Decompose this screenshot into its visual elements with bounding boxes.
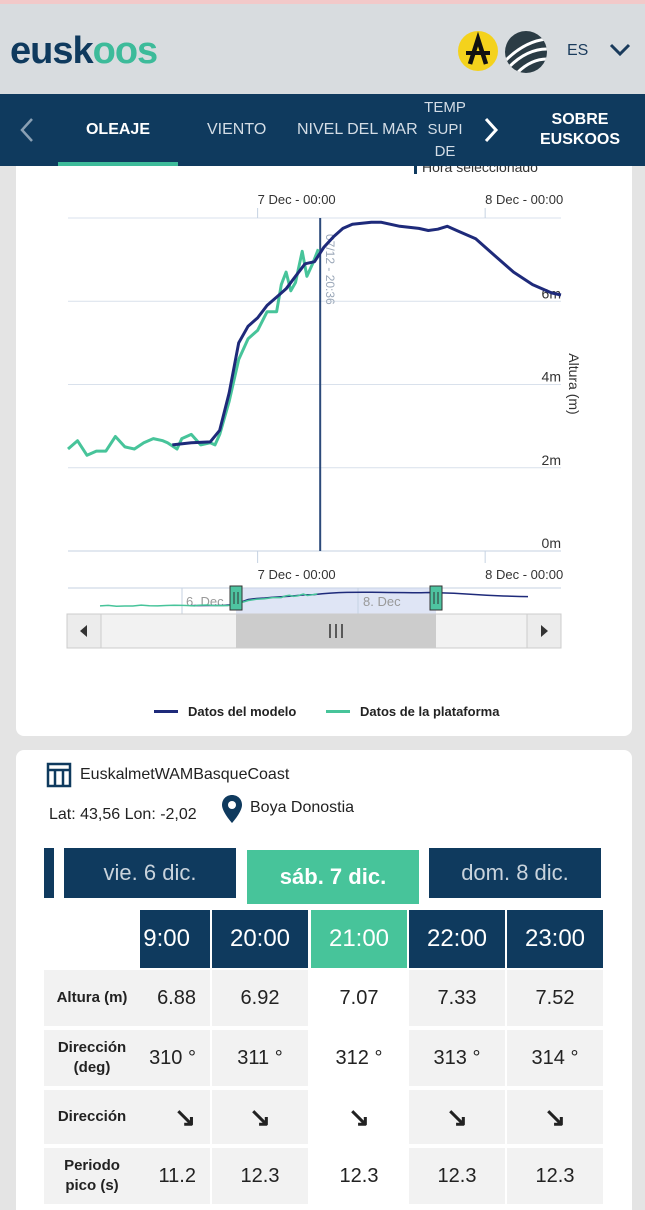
x-tick-label-bottom: 7 Dec - 00:00 xyxy=(258,567,336,582)
scroll-left-icon xyxy=(80,625,87,637)
table-cell: 311 ° xyxy=(212,1030,308,1086)
row-label-line: Dirección xyxy=(57,1039,127,1056)
scroll-right-icon xyxy=(541,625,548,637)
table-icon xyxy=(46,762,72,788)
top-strip xyxy=(0,0,645,4)
table-cell: 12.3 xyxy=(212,1148,308,1204)
day-tab[interactable]: dom. 8 dic. xyxy=(429,848,601,898)
row-label: Dirección (deg) xyxy=(44,1030,140,1086)
direction-arrow-icon: ↘ xyxy=(311,1090,407,1144)
table-cell: 7.07 xyxy=(311,970,407,1026)
hour-header[interactable]: 20:00 xyxy=(212,910,308,968)
series-line-modelo xyxy=(172,220,562,447)
row-label: Dirección xyxy=(44,1090,140,1144)
forecast-table-card: EuskalmetWAMBasqueCoast Lat: 43,56 Lon: … xyxy=(16,750,632,1210)
navigator-line-plataforma xyxy=(99,593,318,608)
table-cell: 312 ° xyxy=(311,1030,407,1086)
row-label: Periodo pico (s) xyxy=(44,1148,140,1204)
legend-swatch-modelo xyxy=(154,710,178,713)
hour-header[interactable]: 22:00 xyxy=(409,910,505,968)
tab-nivel-del-mar[interactable]: NIVEL DEL MAR xyxy=(297,121,417,138)
table-cell: 6.92 xyxy=(212,970,308,1026)
hour-header[interactable]: 9:00 xyxy=(140,910,210,968)
row-label-line: (deg) xyxy=(73,1059,111,1076)
legend-modelo[interactable]: Datos del modelo xyxy=(154,704,296,719)
row-label-line: Altura (m) xyxy=(56,989,128,1006)
legend-swatch-plataforma xyxy=(326,710,350,713)
day-tab-selected[interactable]: sáb. 7 dic. xyxy=(247,850,419,904)
table-cell: 7.52 xyxy=(507,970,603,1026)
selected-time-label: 07/12 - 20:36 xyxy=(323,234,337,305)
table-cell: 12.3 xyxy=(409,1148,505,1204)
table-cell: 12.3 xyxy=(311,1148,407,1204)
nav-prev-icon[interactable] xyxy=(12,94,42,166)
tab-temp-line: DE xyxy=(434,143,456,160)
legend-label: Datos de la plataforma xyxy=(360,704,500,719)
row-label: Altura (m) xyxy=(44,970,140,1026)
x-tick-label-bottom: 8 Dec - 00:00 xyxy=(485,567,563,582)
series-line-plataforma xyxy=(67,248,320,457)
table-cell: 310 ° xyxy=(140,1030,210,1086)
tab-temp-line: SUPI xyxy=(427,121,463,138)
day-tab[interactable]: vie. 6 dic. xyxy=(64,848,236,898)
tab-temp-line: TEMP xyxy=(424,99,466,116)
direction-arrow-icon: ↘ xyxy=(507,1090,603,1144)
navigator-label: 8. Dec xyxy=(363,594,401,609)
table-cell: 7.33 xyxy=(409,970,505,1026)
navigator-handle[interactable] xyxy=(429,585,443,611)
direction-arrow-icon: ↘ xyxy=(212,1090,308,1144)
selected-time-marker xyxy=(414,166,417,174)
hour-header[interactable]: 23:00 xyxy=(507,910,603,968)
tab-sobre-euskoos[interactable]: SOBRE EUSKOOS xyxy=(520,94,640,166)
y-tick-label: 4m xyxy=(542,369,561,385)
table-cell: 6.88 xyxy=(140,970,210,1026)
y-axis-label: Altura (m) xyxy=(566,353,582,414)
app-header: euskoos ES xyxy=(0,4,645,94)
row-label-line: pico (s) xyxy=(65,1177,119,1194)
navigator-handle[interactable] xyxy=(229,585,243,611)
navigator-line-modelo xyxy=(190,591,529,607)
x-tick-label-top: 7 Dec - 00:00 xyxy=(258,192,336,207)
day-prev-edge[interactable] xyxy=(44,848,54,898)
table-cell: 12.3 xyxy=(507,1148,603,1204)
direction-arrow-icon: ↘ xyxy=(140,1090,210,1144)
hour-header[interactable]: 21:00 xyxy=(311,910,407,968)
legend-label: Datos del modelo xyxy=(188,704,297,719)
direction-arrow-icon: ↘ xyxy=(409,1090,505,1144)
tab-oleaje[interactable]: OLEAJE xyxy=(58,94,178,166)
language-selector[interactable]: ES xyxy=(567,42,589,59)
table-cell: 314 ° xyxy=(507,1030,603,1086)
row-label-line: Dirección xyxy=(57,1108,127,1125)
nav-next-icon[interactable] xyxy=(474,94,508,166)
euskoos-line: EUSKOOS xyxy=(539,131,620,148)
logo-text-1: eusk xyxy=(10,30,94,72)
legend-plataforma[interactable]: Datos de la plataforma xyxy=(326,704,499,719)
navigator-label: 6. Dec xyxy=(186,594,224,609)
tab-viento[interactable]: VIENTO xyxy=(207,121,267,138)
sobre-line: SOBRE xyxy=(551,111,609,128)
globe-app-icon[interactable] xyxy=(505,31,547,73)
y-tick-label: 0m xyxy=(542,535,561,551)
logo-text-2: oos xyxy=(92,30,159,72)
table-cell: 11.2 xyxy=(140,1148,210,1204)
buoy-name: Boya Donostia xyxy=(250,799,355,816)
coordinates: Lat: 43,56 Lon: -2,02 xyxy=(49,806,197,823)
x-tick-label-top: 8 Dec - 00:00 xyxy=(485,192,563,207)
model-name: EuskalmetWAMBasqueCoast xyxy=(80,766,290,783)
chart-card: Hora seleccionado 0m 2m 4m 6m Altura (m) 7 Dec… xyxy=(16,166,632,736)
accessibility-a-icon[interactable] xyxy=(458,31,498,71)
tab-temperatura[interactable]: TEMP SUPI DE xyxy=(418,94,472,166)
y-tick-label: 2m xyxy=(542,452,561,468)
location-pin-icon xyxy=(222,795,242,823)
euskoos-logo[interactable]: euskoos xyxy=(10,30,159,73)
row-label-line: Periodo xyxy=(64,1157,120,1174)
chevron-down-icon[interactable] xyxy=(607,40,633,60)
selected-hour-legend: Hora seleccionado xyxy=(422,166,538,175)
main-nav: OLEAJE VIENTO NIVEL DEL MAR TEMP SUPI DE… xyxy=(0,94,645,166)
table-cell: 313 ° xyxy=(409,1030,505,1086)
